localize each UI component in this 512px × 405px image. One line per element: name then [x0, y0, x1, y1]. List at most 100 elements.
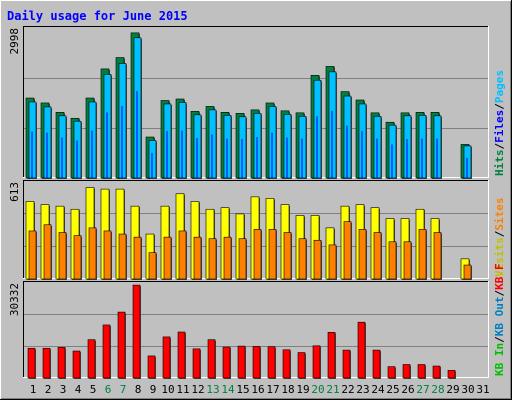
bar-sites-day-6 [103, 230, 112, 280]
x-tick-label: 16 [251, 383, 264, 396]
bar-kbf-day-4 [72, 350, 81, 379]
bar-pages-day-18 [283, 114, 292, 179]
chart-title: Daily usage for June 2015 [7, 9, 188, 23]
bar-kbf-day-5 [87, 339, 96, 379]
bar-sites-day-9 [148, 252, 157, 280]
right-label-panel-3: KB In/KB Out/KB F [493, 263, 506, 376]
x-tick-label: 23 [356, 383, 369, 396]
bar-kbf-day-19 [297, 352, 306, 379]
x-tick-label: 12 [191, 383, 204, 396]
bar-kbf-day-14 [222, 346, 231, 379]
x-tick-label: 22 [341, 383, 354, 396]
bar-kbf-day-1 [27, 347, 36, 379]
bar-kbf-day-12 [192, 348, 201, 379]
bar-sites-day-7 [118, 233, 127, 280]
bar-kbf-day-18 [282, 349, 291, 379]
bar-kbf-day-25 [387, 366, 396, 379]
bar-pages-day-5 [88, 101, 97, 179]
x-tick-label: 1 [30, 383, 37, 396]
bar-pages-day-17 [268, 106, 277, 179]
bar-sites-day-26 [403, 241, 412, 280]
x-tick-label: 28 [431, 383, 444, 396]
right-label-part: KB Out [493, 297, 506, 337]
bar-kbf-day-28 [432, 365, 441, 379]
bar-pages-day-13 [208, 109, 217, 179]
x-tick-label: 20 [311, 383, 324, 396]
bar-kbf-day-24 [372, 349, 381, 379]
bar-sites-day-28 [433, 232, 442, 280]
bar-kbf-day-6 [102, 324, 111, 379]
bar-pages-day-24 [373, 115, 382, 179]
bar-kbf-day-11 [177, 331, 186, 379]
x-tick-label: 31 [476, 383, 489, 396]
right-label-part: / [493, 290, 506, 297]
bar-kbf-day-13 [207, 339, 216, 379]
x-tick-label: 19 [296, 383, 309, 396]
x-tick-label: 5 [90, 383, 97, 396]
x-tick-label: 26 [401, 383, 414, 396]
x-tick-label: 27 [416, 383, 429, 396]
bar-sites-day-11 [178, 230, 187, 280]
bar-kbf-day-15 [237, 345, 246, 379]
bar-sites-day-25 [388, 241, 397, 280]
right-label-part: Sites [493, 198, 506, 231]
bar-sites-day-16 [253, 229, 262, 280]
bar-sites-day-23 [358, 229, 367, 280]
bar-pages-day-2 [43, 106, 52, 179]
bar-kbf-day-16 [252, 346, 261, 379]
bar-pages-day-12 [193, 114, 202, 179]
panel-kbytes: 30332 [8, 281, 489, 379]
bar-kbf-day-9 [147, 355, 156, 379]
y-max-label-hits: 2998 [8, 28, 21, 55]
right-label-panel-1: Hits/Files/Pages [493, 70, 506, 176]
bar-pages-day-19 [298, 115, 307, 179]
right-label-part: Pages [493, 70, 506, 103]
x-tick-label: 30 [461, 383, 474, 396]
x-tick-label: 7 [120, 383, 127, 396]
chart-panels: 2998 613 30332 [8, 26, 489, 379]
x-tick-label: 25 [386, 383, 399, 396]
x-tick-label: 6 [105, 383, 112, 396]
bar-pages-day-25 [388, 124, 397, 179]
panel-visits: 613 [8, 180, 489, 280]
x-tick-label: 11 [176, 383, 189, 396]
x-tick-label: 14 [221, 383, 235, 396]
bar-pages-day-7 [118, 63, 127, 179]
right-label-part: / [493, 143, 506, 150]
bar-pages-day-3 [58, 115, 67, 179]
bar-pages-day-1 [28, 101, 37, 179]
x-tick-label: 18 [281, 383, 294, 396]
bar-kbf-day-8 [132, 284, 141, 379]
bar-sites-day-17 [268, 229, 277, 280]
bar-kbf-day-21 [327, 332, 336, 379]
x-tick-label: 3 [60, 383, 67, 396]
bar-sites-day-3 [58, 232, 67, 280]
bar-kbf-day-20 [312, 345, 321, 379]
bar-pages-day-4 [73, 120, 82, 179]
y-max-label-kbytes: 30332 [8, 283, 21, 316]
bar-sites-day-4 [73, 235, 82, 280]
bar-kbf-day-2 [42, 347, 51, 379]
x-tick-label: 2 [45, 383, 52, 396]
bar-pages-day-10 [163, 103, 172, 179]
bar-pages-day-26 [403, 115, 412, 179]
bar-sites-day-13 [208, 238, 217, 280]
y-max-label-visits: 613 [8, 182, 21, 202]
bar-pages-day-27 [418, 115, 427, 179]
bar-pages-day-9 [148, 140, 157, 179]
bar-pages-day-11 [178, 102, 187, 179]
x-tick-label: 24 [371, 383, 385, 396]
right-label-part: Files [493, 110, 506, 143]
bar-kbf-day-26 [402, 364, 411, 379]
bar-pages-day-21 [328, 71, 337, 179]
x-tick-label: 9 [150, 383, 157, 396]
bar-kbf-day-22 [342, 349, 351, 379]
bar-kbf-day-23 [357, 321, 366, 379]
bar-pages-day-16 [253, 113, 262, 179]
bar-pages-day-28 [433, 115, 442, 179]
bar-pages-day-20 [313, 79, 322, 179]
bar-pages-day-14 [223, 115, 232, 179]
bar-sites-day-20 [313, 239, 322, 280]
